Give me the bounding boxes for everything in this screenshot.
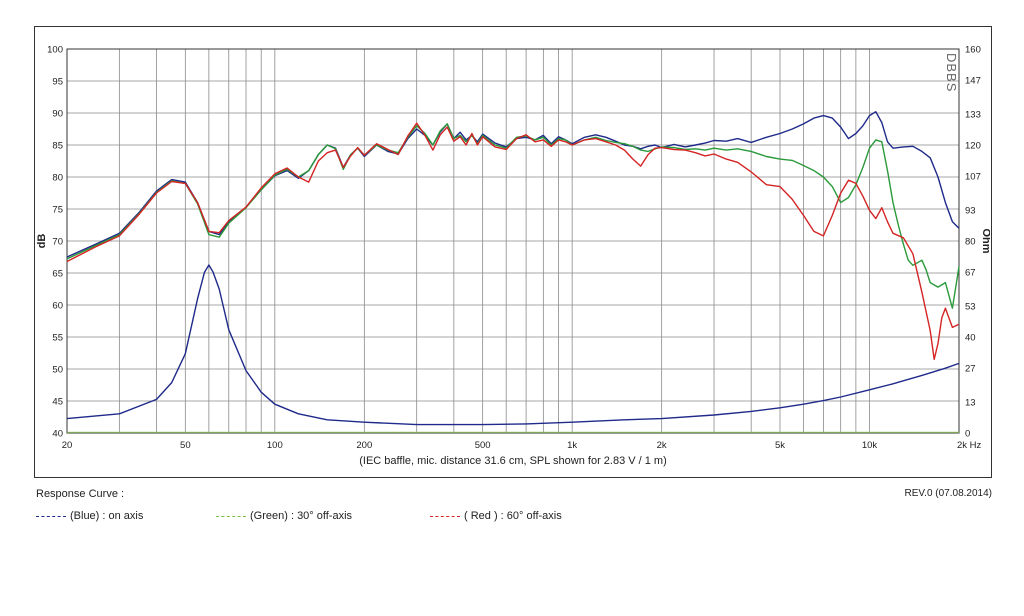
series-line-30deg	[66, 123, 960, 309]
revision-label: REV.0 (07.08.2014)	[904, 488, 992, 499]
y-tick-label-right: 133	[965, 109, 981, 120]
x-tick-label: 500	[475, 440, 491, 451]
legend-swatch-red	[430, 515, 460, 517]
y-tick-label-right: 93	[965, 205, 976, 216]
legend-label-green: (Green) : 30° off-axis	[250, 510, 353, 522]
y-tick-label-left: 55	[52, 333, 63, 344]
y-tick-label-right: 160	[965, 45, 981, 56]
y-tick-label-left: 100	[47, 45, 63, 56]
x-tick-label: 5k	[775, 440, 785, 451]
response-chart: 40 45 50 55 60 65 70 75 80 85 90 95 100 0 13 27 40 53 67 80…	[36, 45, 990, 468]
y-tick-label-left: 75	[52, 205, 63, 216]
y-tick-label-right: 80	[965, 237, 976, 248]
x-tick-label: 1k	[567, 440, 577, 451]
y-tick-label-right: 13	[965, 397, 976, 408]
y-tick-label-right: 107	[965, 172, 981, 183]
legend-swatch-blue	[36, 515, 66, 517]
legend-item-blue: (Blue) : on axis	[36, 510, 143, 522]
x-tick-label: 2k	[657, 440, 667, 451]
x-tick-label: 200	[356, 440, 372, 451]
y-axis-label-left: dB	[36, 234, 48, 249]
y-tick-label-right: 0	[965, 429, 970, 440]
chart-caption: (IEC baffle, mic. distance 31.6 cm, SPL …	[359, 455, 667, 467]
y-axis-label-right: Ohm	[980, 228, 990, 253]
y-tick-label-right: 120	[965, 141, 981, 152]
y-tick-label-left: 50	[52, 365, 63, 376]
series-line-60deg	[66, 122, 960, 361]
y-tick-label-left: 90	[52, 109, 63, 120]
series-line-impedance	[66, 264, 960, 426]
y-tick-label-left: 70	[52, 237, 63, 248]
y-tick-label-left: 60	[52, 301, 63, 312]
y-tick-label-left: 85	[52, 141, 63, 152]
x-tick-label: 100	[267, 440, 283, 451]
y-tick-label-right: 147	[965, 76, 981, 87]
y-tick-label-right: 53	[965, 301, 976, 312]
series-line-on-axis	[66, 111, 960, 258]
x-tick-label: 50	[180, 440, 191, 451]
legend-item-red: ( Red ) : 60° off-axis	[430, 510, 562, 522]
plot-area-border	[66, 48, 960, 434]
legend-title: Response Curve :	[36, 488, 125, 500]
legend-label-red: ( Red ) : 60° off-axis	[464, 510, 562, 522]
legend-item-green: (Green) : 30° off-axis	[216, 510, 352, 522]
y-tick-label-left: 95	[52, 77, 63, 88]
legend-label-blue: (Blue) : on axis	[70, 510, 144, 522]
x-tick-label: 20	[62, 440, 73, 451]
y-tick-label-right: 40	[965, 333, 976, 344]
y-tick-label-right: 27	[965, 364, 976, 375]
legend-swatch-green	[216, 515, 246, 517]
watermark-label: DBBS	[944, 53, 959, 92]
y-tick-label-left: 40	[52, 429, 63, 440]
y-tick-label-right: 67	[965, 268, 976, 279]
x-tick-label: 2k Hz	[957, 440, 982, 451]
y-tick-label-left: 65	[52, 269, 63, 280]
y-tick-label-left: 80	[52, 173, 63, 184]
x-tick-label: 10k	[862, 440, 878, 451]
chart-frame: 40 45 50 55 60 65 70 75 80 85 90 95 100 0 13 27 40 53 67 80…	[34, 26, 992, 478]
y-tick-label-left: 45	[52, 397, 63, 408]
